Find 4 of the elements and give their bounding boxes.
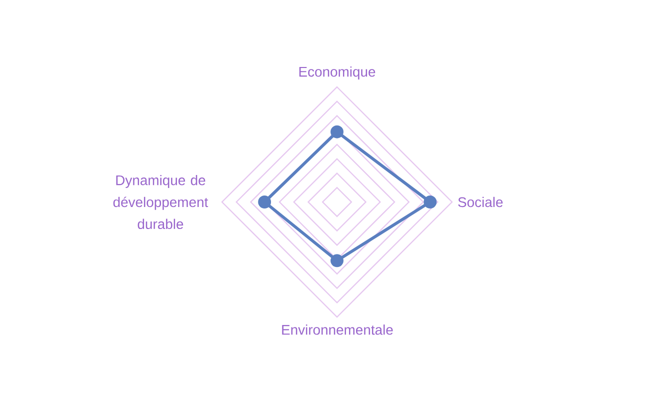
spoke-label: Sociale bbox=[458, 196, 503, 208]
spoke-label: Dynamique de développement durable bbox=[113, 174, 208, 230]
spoke-label: Environnementale bbox=[282, 324, 393, 335]
spoke-label: Economique bbox=[299, 66, 376, 80]
